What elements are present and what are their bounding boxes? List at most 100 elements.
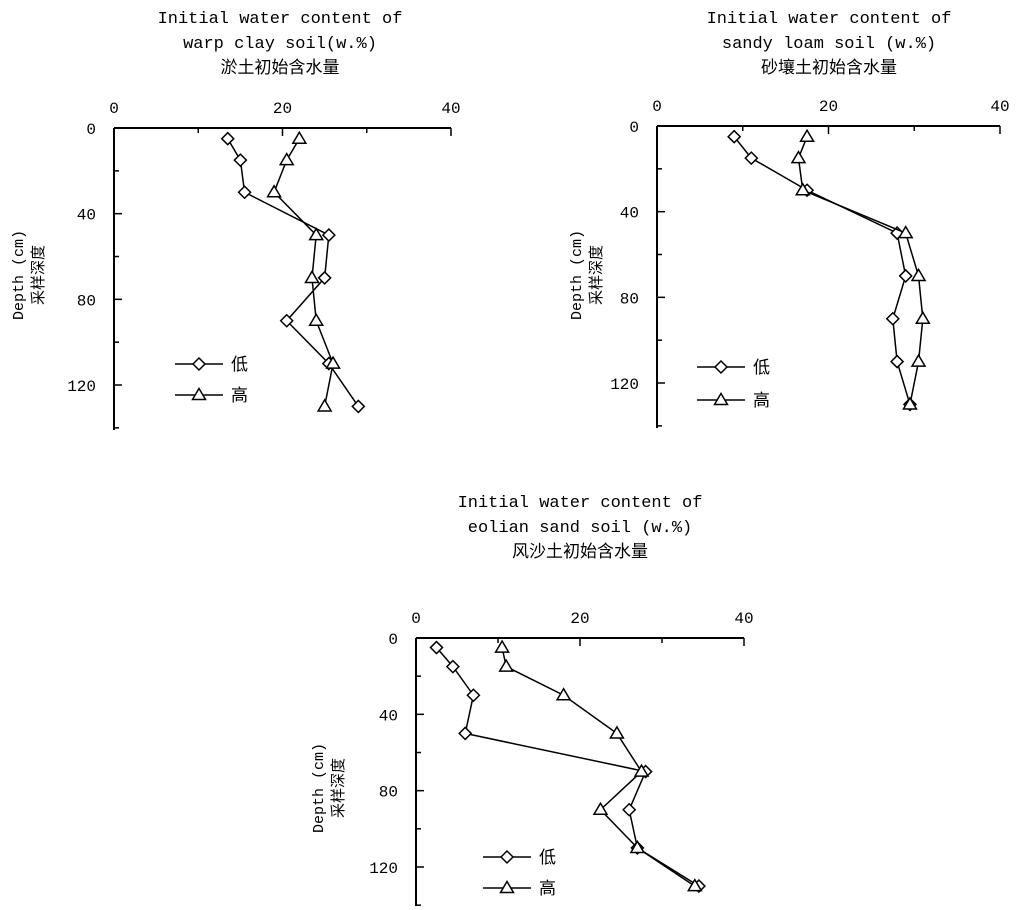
legend-label: 低 [539,848,556,868]
legend-label: 低 [231,355,248,375]
legend-marker-triangle [191,387,207,401]
data-point-triangle [686,878,703,892]
y-tick-label: 40 [379,707,398,725]
data-point-diamond [233,153,248,168]
data-point-triangle [915,310,931,325]
data-point-triangle [316,398,333,412]
series-line [501,647,696,887]
plot-area: 0 20 40 0 40 80 120 [610,98,1010,428]
y-tick-label: 80 [379,784,398,802]
x-tick-label: 40 [441,100,460,118]
data-point-diamond [898,268,913,283]
data-point-diamond [279,313,294,328]
chart-title-line-2: warp clay soil(w.%) [183,35,377,54]
data-point-triangle [498,658,515,672]
legend: 低高 [175,355,248,406]
y-tick-label: 120 [67,378,96,396]
legend-marker-diamond [713,359,729,375]
data-point-diamond [885,311,900,326]
plot-area: 0 20 40 0 40 80 120 [369,610,754,906]
data-point-triangle [278,152,295,166]
y-tick-label: 0 [629,119,639,137]
legend-marker-triangle [713,392,729,406]
y-tick-label: 80 [77,292,96,310]
y-axis-label-line-1: Depth (cm) [311,743,328,833]
legend-marker-diamond [191,356,207,372]
chart-title-line-3: 淤土初始含水量 [221,58,340,78]
data-point-triangle [794,182,811,196]
y-axis-label-line-1: Depth (cm) [11,230,28,320]
plot-area: 0 20 40 0 40 80 120 [67,100,461,430]
data-point-diamond [445,659,460,674]
data-point-diamond [237,185,252,200]
data-point-triangle [592,801,609,816]
data-point-triangle [902,396,918,410]
x-tick-label: 20 [273,100,292,118]
data-point-triangle [304,269,320,284]
chart-title-line-3: 砂壤土初始含水量 [761,57,897,78]
y-axis-label-line-2: 采样深度 [329,758,347,818]
legend-label: 低 [753,358,770,378]
data-point-triangle [325,355,341,369]
y-axis-label-line-2: 采样深度 [587,245,605,305]
data-point-diamond [220,131,235,146]
series-line [733,136,911,405]
chart-title-line-2: sandy loam soil (w.%) [722,35,936,54]
series-line [797,136,924,405]
y-tick-label: 40 [77,207,96,225]
data-point-diamond [458,726,473,741]
chart-title-line-3: 风沙土初始含水量 [512,542,648,562]
data-point-triangle [494,639,510,653]
legend-label: 高 [753,391,770,411]
data-point-triangle [910,267,927,282]
data-point-diamond [727,129,742,144]
chart-title-line-1: Initial water content of [707,10,952,29]
data-point-triangle [266,184,282,198]
chart-panel-sandy-loam: Initial water content of sandy loam soil… [569,10,1010,428]
y-axis-label: Depth (cm) 采样深度 [569,230,605,320]
data-point-triangle [790,150,807,164]
data-point-triangle [910,353,927,367]
legend-marker-diamond [499,849,515,865]
data-point-diamond [429,640,444,655]
x-tick-label: 0 [411,610,421,628]
data-point-triangle [629,839,646,854]
x-tick-label: 0 [109,100,119,118]
series-line [273,138,334,407]
data-point-diamond [317,270,332,285]
chart-panel-warp-clay: Initial water content of warp clay soil(… [11,10,461,430]
data-point-diamond [622,802,637,817]
data-point-triangle [633,763,650,777]
y-tick-label: 80 [620,290,639,308]
legend: 低高 [483,848,556,899]
data-point-triangle [308,227,325,241]
x-tick-label: 40 [990,98,1009,116]
y-axis-label: Depth (cm) 采样深度 [311,743,347,833]
data-point-triangle [308,312,325,327]
series-line [435,647,700,887]
data-point-triangle [897,225,914,239]
legend-marker-triangle [499,880,515,894]
data-point-triangle [799,128,815,143]
y-tick-label: 120 [369,860,398,878]
data-point-diamond [890,354,905,369]
y-tick-label: 40 [620,205,639,223]
data-point-diamond [744,151,759,166]
y-axis-label: Depth (cm) 采样深度 [11,230,47,320]
data-point-triangle [291,130,308,145]
x-tick-label: 20 [570,610,589,628]
y-axis-label-line-1: Depth (cm) [569,230,586,320]
y-tick-label: 0 [388,631,398,649]
x-tick-label: 0 [652,98,662,116]
chart-title-line-1: Initial water content of [158,10,403,29]
x-tick-label: 40 [734,610,753,628]
chart-title-line-1: Initial water content of [458,494,703,513]
legend: 低高 [697,358,770,411]
data-point-diamond [466,688,481,703]
y-tick-label: 120 [610,376,639,394]
legend-label: 高 [231,386,248,406]
y-tick-label: 0 [86,121,96,139]
data-point-diamond [321,228,336,243]
chart-panel-eolian-sand: Initial water content of eolian sand soi… [311,494,754,906]
